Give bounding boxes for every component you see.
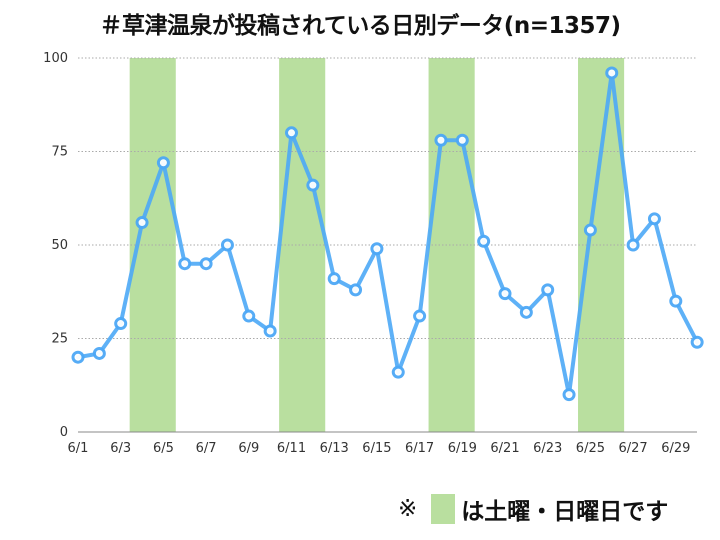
data-point	[413, 309, 427, 323]
x-tick-label: 6/15	[362, 441, 391, 456]
y-tick-label: 100	[43, 51, 68, 66]
data-point	[242, 309, 256, 323]
data-point	[71, 350, 85, 364]
data-point	[434, 133, 448, 147]
data-point	[199, 257, 213, 271]
y-tick-label: 75	[51, 145, 68, 160]
line-chart: 0 25 50 75 100 6/1 6/3 6/5 6/7 6/9 6/11 6/13 6/15 6/1…	[43, 51, 704, 456]
x-tick-label: 6/19	[448, 441, 477, 456]
legend-text: は土曜・日曜日です	[461, 499, 669, 525]
data-point	[92, 346, 106, 360]
data-point	[178, 257, 192, 271]
x-tick-label: 6/9	[238, 441, 259, 456]
x-tick-label: 6/21	[490, 441, 519, 456]
data-point	[519, 305, 533, 319]
data-point	[690, 335, 704, 349]
x-tick-label: 6/11	[277, 441, 306, 456]
data-point	[306, 178, 320, 192]
data-point	[583, 223, 597, 237]
data-point	[370, 242, 384, 256]
x-tick-label: 6/1	[68, 441, 89, 456]
data-point	[156, 156, 170, 170]
data-point	[498, 287, 512, 301]
reference-mark: ※	[398, 496, 418, 522]
data-point	[135, 216, 149, 230]
data-point	[541, 283, 555, 297]
data-point	[605, 66, 619, 80]
data-point	[391, 365, 405, 379]
data-point	[455, 133, 469, 147]
data-point	[477, 234, 491, 248]
data-point	[349, 283, 363, 297]
data-point	[327, 272, 341, 286]
chart-title: ＃草津温泉が投稿されている日別データ(n=1357)	[99, 13, 622, 39]
data-point	[562, 388, 576, 402]
x-tick-label: 6/13	[320, 441, 349, 456]
x-tick-label: 6/5	[153, 441, 174, 456]
x-tick-label: 6/17	[405, 441, 434, 456]
x-tick-label: 6/23	[533, 441, 562, 456]
x-tick-label: 6/7	[196, 441, 217, 456]
y-tick-label: 50	[51, 238, 68, 253]
y-tick-label: 0	[60, 425, 68, 440]
data-point	[285, 126, 298, 140]
data-line	[76, 71, 700, 397]
data-point	[263, 324, 277, 338]
data-point	[220, 238, 234, 252]
legend: ※ は土曜・日曜日です	[398, 491, 668, 527]
x-tick-label: 6/3	[110, 441, 131, 456]
weekend-swatch	[431, 494, 456, 524]
data-point	[647, 212, 661, 226]
data-point	[626, 238, 640, 252]
data-point	[669, 294, 683, 308]
x-tick-label: 6/27	[618, 441, 647, 456]
x-tick-label: 6/29	[661, 441, 690, 456]
y-tick-label: 25	[51, 332, 68, 347]
data-point	[114, 317, 128, 331]
x-tick-label: 6/25	[576, 441, 605, 456]
